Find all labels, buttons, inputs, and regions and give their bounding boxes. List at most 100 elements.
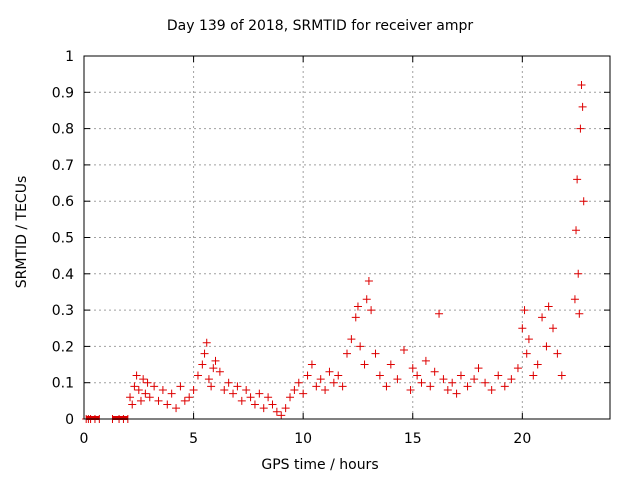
data-point: [246, 393, 255, 402]
data-point: [463, 382, 472, 391]
data-point: [520, 306, 529, 315]
y-tick-label: 0.3: [52, 303, 74, 319]
data-point: [522, 349, 531, 358]
x-tick-label: 20: [513, 431, 531, 447]
data-point: [533, 360, 542, 369]
data-point: [452, 389, 461, 398]
data-point: [367, 306, 376, 315]
data-point: [470, 375, 479, 384]
data-point: [229, 389, 238, 398]
data-point: [448, 378, 457, 387]
data-point: [481, 378, 490, 387]
data-point: [237, 396, 246, 405]
data-point: [202, 338, 211, 347]
plot-frame: [83, 55, 611, 420]
data-point: [215, 367, 224, 376]
data-point: [242, 385, 251, 394]
data-point: [443, 385, 452, 394]
data-point: [360, 360, 369, 369]
data-point: [290, 385, 299, 394]
data-point: [299, 389, 308, 398]
grid-lines: [84, 56, 610, 419]
data-point: [277, 411, 286, 420]
data-point: [264, 393, 273, 402]
data-point: [513, 364, 522, 373]
data-point: [456, 371, 465, 380]
data-point: [204, 375, 213, 384]
data-point: [334, 371, 343, 380]
data-point: [286, 393, 295, 402]
data-point: [132, 371, 141, 380]
data-point: [347, 335, 356, 344]
data-point: [268, 400, 277, 409]
data-point: [371, 349, 380, 358]
scatter-points: [82, 81, 588, 423]
data-point: [518, 324, 527, 333]
data-point: [180, 396, 189, 405]
data-point: [312, 382, 321, 391]
data-point: [553, 349, 562, 358]
data-point: [321, 385, 330, 394]
x-tick-label: 15: [404, 431, 422, 447]
data-point: [211, 356, 220, 365]
y-axis-label: SRMTID / TECUs: [14, 175, 30, 289]
data-point: [220, 385, 229, 394]
zero-value-cluster: [112, 416, 128, 420]
y-tick-label: 0.1: [52, 376, 74, 392]
x-axis-label: GPS time / hours: [261, 457, 379, 473]
data-point: [406, 385, 415, 394]
data-point: [574, 269, 583, 278]
x-tick-label: 10: [294, 431, 312, 447]
data-point: [200, 349, 209, 358]
data-point: [224, 378, 233, 387]
data-point: [393, 375, 402, 384]
x-tick-label: 0: [80, 431, 89, 447]
data-point: [356, 342, 365, 351]
data-point: [294, 378, 303, 387]
zero-value-cluster: [86, 416, 100, 420]
data-point: [259, 404, 268, 413]
x-tick-label: 5: [189, 431, 198, 447]
data-point: [408, 364, 417, 373]
y-tick-label: 0.9: [52, 85, 74, 101]
data-point: [544, 302, 553, 311]
data-point: [426, 382, 435, 391]
data-point: [343, 349, 351, 358]
data-point: [538, 313, 547, 322]
data-point: [154, 396, 163, 405]
data-point: [172, 404, 181, 413]
y-tick-label: 0.4: [52, 267, 74, 283]
data-point: [307, 360, 316, 369]
y-tick-label: 0: [65, 412, 74, 428]
data-point: [145, 393, 154, 402]
data-point: [382, 382, 391, 391]
data-point: [487, 385, 496, 394]
data-point: [529, 371, 538, 380]
data-point: [134, 385, 143, 394]
data-point: [375, 371, 384, 380]
data-point: [364, 277, 373, 286]
data-point: [572, 226, 581, 235]
y-tick-label: 0.6: [52, 194, 74, 210]
y-tick-label: 1: [65, 49, 74, 65]
data-point: [255, 389, 264, 398]
data-point: [189, 385, 198, 394]
data-point: [474, 364, 483, 373]
data-point: [329, 378, 338, 387]
data-point: [141, 389, 150, 398]
data-point: [417, 378, 426, 387]
data-point: [430, 367, 439, 376]
data-point: [542, 342, 551, 351]
data-point: [185, 393, 194, 402]
data-point: [128, 400, 137, 409]
data-point: [439, 375, 448, 384]
data-point: [233, 382, 242, 391]
data-point: [158, 385, 167, 394]
data-point: [399, 346, 408, 355]
data-point: [421, 356, 430, 365]
data-point: [351, 313, 360, 322]
data-point: [209, 364, 218, 373]
y-tick-label: 0.2: [52, 339, 74, 355]
data-point: [573, 175, 582, 184]
